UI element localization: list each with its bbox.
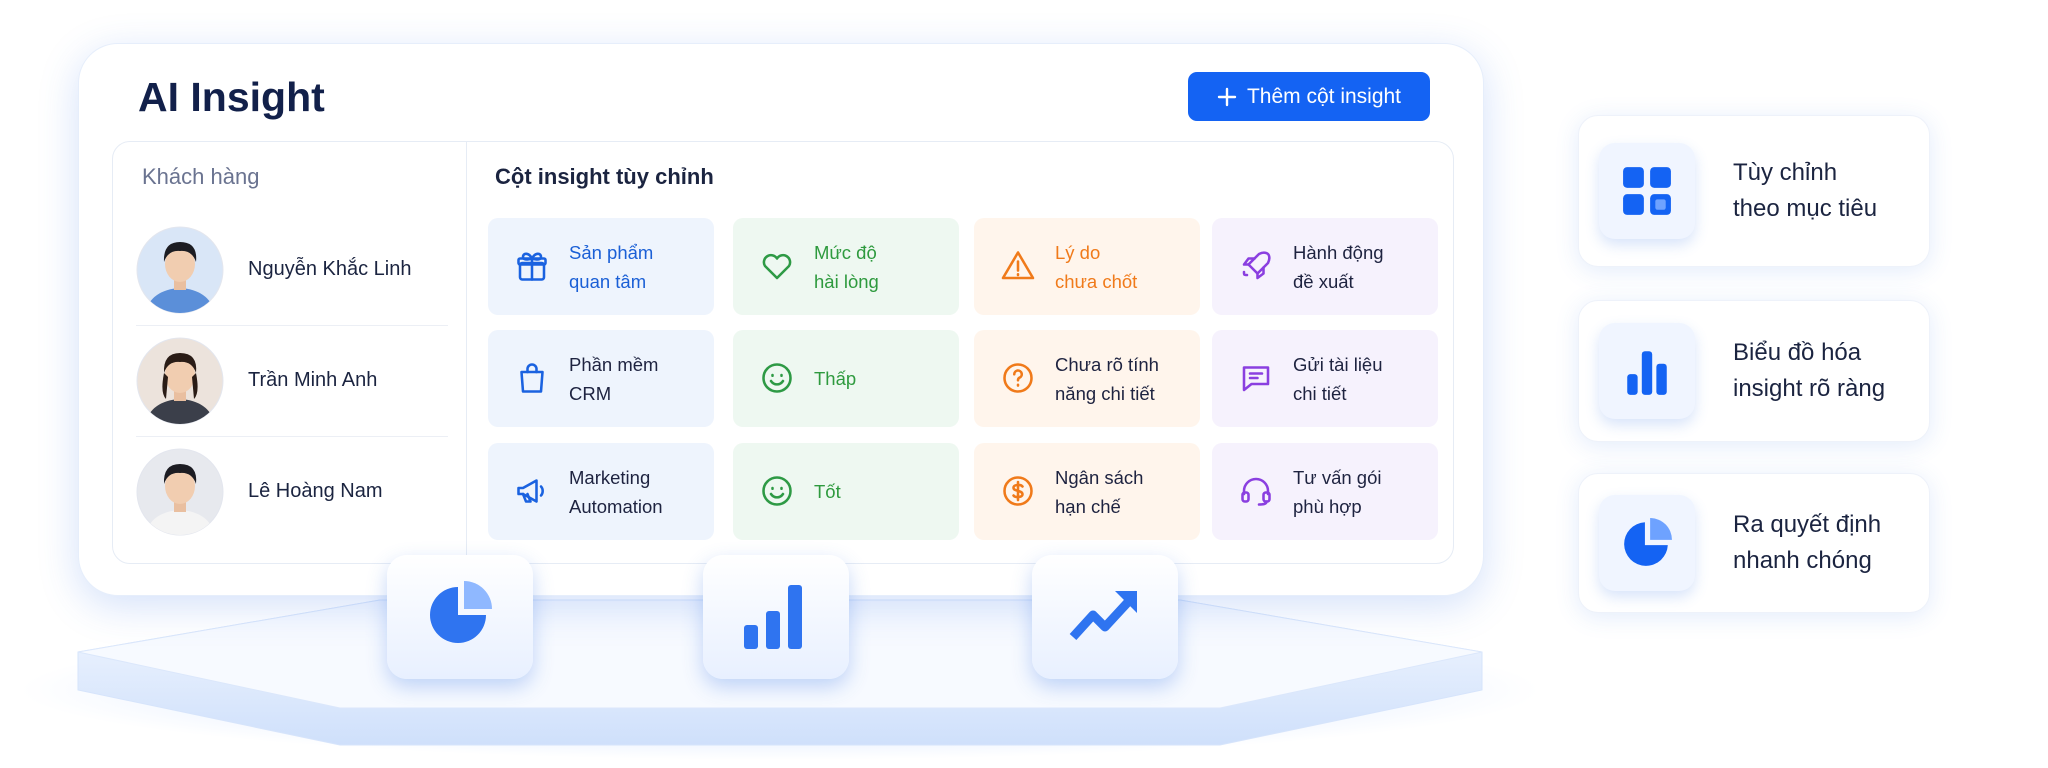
cell-icon (762, 476, 792, 506)
customers-title: Khách hàng (142, 164, 260, 189)
cell-icon (517, 252, 547, 281)
feature-line: Tùy chỉnh (1733, 159, 1838, 186)
cell-label-line: Gửi tài liệu (1293, 353, 1383, 375)
cell-label-line: Tốt (814, 481, 841, 502)
insight-cell[interactable]: Sản phẩm quan tâm (488, 218, 714, 315)
cell-label: Chưa rõ tính năng chi tiết (1055, 350, 1159, 408)
floating-tile (703, 555, 849, 679)
cell-label-line: Hành động (1293, 241, 1384, 263)
cell-label: Ngân sách hạn chế (1055, 463, 1143, 521)
cell-label-line: chi tiết (1293, 382, 1347, 404)
feature-line: nhanh chóng (1733, 547, 1872, 574)
customer-name: Lê Hoàng Nam (248, 480, 383, 502)
cell-label: Sản phẩm quan tâm (569, 238, 653, 296)
cell-icon (1242, 366, 1270, 392)
cell-label-line: Thấp (814, 368, 857, 389)
cell-label-line: phù hợp (1293, 495, 1362, 517)
insight-cell[interactable]: Mức độ hài lòng (733, 218, 959, 315)
feature-card: Ra quyết định nhanh chóng (1578, 473, 1930, 613)
cell-icon (1003, 363, 1033, 393)
cell-label-line: Phần mềm (569, 353, 659, 375)
insight-cell[interactable]: Phần mềm CRM (488, 330, 714, 427)
avatar (136, 226, 224, 314)
cell-label-line: Marketing (569, 466, 651, 488)
cell-label: Mức độ hài lòng (814, 238, 879, 296)
cell-label: Gửi tài liệu chi tiết (1293, 350, 1383, 408)
cell-icon (762, 363, 792, 393)
divider (466, 141, 467, 562)
row-separator (136, 436, 448, 437)
feature-icon (1599, 495, 1695, 591)
cell-label-line: Mức độ (814, 241, 877, 263)
insight-cell[interactable]: Chưa rõ tính năng chi tiết (974, 330, 1200, 427)
cell-label: Thấp (814, 364, 856, 393)
cell-icon (762, 253, 792, 280)
cell-label-line: chưa chốt (1055, 270, 1138, 292)
cell-label: Lý do chưa chốt (1055, 238, 1137, 296)
avatar (136, 448, 224, 536)
cell-label-line: đề xuất (1293, 270, 1354, 292)
title: AI Insight (138, 74, 325, 120)
cell-label-line: Ngân sách (1055, 466, 1144, 488)
feature-text: Biểu đồ hóa insight rõ ràng (1733, 335, 1885, 407)
cell-label: Tốt (814, 477, 841, 506)
cell-label-line: hạn chế (1055, 495, 1121, 517)
feature-line: theo mục tiêu (1733, 195, 1878, 222)
insight-cell[interactable]: Tốt (733, 443, 959, 540)
cell-label-line: Sản phẩm (569, 241, 654, 263)
cell-icon (1242, 251, 1271, 280)
cell-label: Hành động đề xuất (1293, 238, 1384, 296)
cell-icon (1001, 251, 1035, 280)
insight-cell[interactable]: Lý do chưa chốt (974, 218, 1200, 315)
insight-cell[interactable]: Tư vấn gói phù hợp (1212, 443, 1438, 540)
insight-cell[interactable]: Thấp (733, 330, 959, 427)
feature-icon (1599, 143, 1695, 239)
cell-icon (1241, 477, 1271, 506)
insight-cell[interactable]: Marketing Automation (488, 443, 714, 540)
feature-card: Biểu đồ hóa insight rõ ràng (1578, 300, 1930, 442)
button-label: Thêm cột insight (1246, 84, 1402, 108)
avatar (136, 337, 224, 425)
feature-line: insight rõ ràng (1733, 375, 1886, 402)
feature-card: Tùy chỉnh theo mục tiêu (1578, 115, 1930, 267)
cell-icon (520, 363, 544, 393)
floating-tile (1032, 555, 1178, 679)
customer-name: Nguyễn Khắc Linh (248, 258, 412, 280)
cell-label: Tư vấn gói phù hợp (1293, 463, 1381, 521)
feature-text: Tùy chỉnh theo mục tiêu (1733, 155, 1877, 227)
feature-line: Ra quyết định (1733, 511, 1882, 538)
cell-label-line: Lý do (1055, 241, 1101, 263)
cell-label-line: CRM (569, 382, 612, 404)
cell-label-line: hài lòng (814, 270, 879, 292)
cell-label-line: Chưa rõ tính (1055, 353, 1159, 375)
add-column-button[interactable]: Thêm cột insight (1188, 72, 1430, 121)
cell-label-line: năng chi tiết (1055, 382, 1155, 404)
cell-label: Marketing Automation (569, 463, 663, 521)
insight-cell[interactable]: Hành động đề xuất (1212, 218, 1438, 315)
customer-name: Trần Minh Anh (248, 369, 378, 391)
cell-label: Phần mềm CRM (569, 350, 658, 408)
feature-icon (1599, 323, 1695, 419)
insights-title: Cột insight tùy chỉnh (495, 164, 714, 189)
floating-tile (387, 555, 533, 679)
feature-line: Biểu đồ hóa (1733, 339, 1862, 366)
cell-icon (1003, 476, 1033, 506)
cell-icon (517, 479, 544, 503)
insight-cell[interactable]: Ngân sách hạn chế (974, 443, 1200, 540)
cell-label-line: Automation (569, 495, 663, 517)
cell-label-line: quan tâm (569, 270, 647, 292)
cell-label-line: Tư vấn gói (1293, 466, 1382, 488)
row-separator (136, 325, 448, 326)
insight-cell[interactable]: Gửi tài liệu chi tiết (1212, 330, 1438, 427)
feature-text: Ra quyết định nhanh chóng (1733, 507, 1881, 579)
